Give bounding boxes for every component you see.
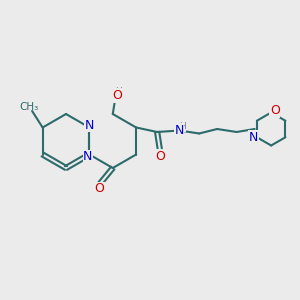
Text: N: N <box>85 118 94 132</box>
Text: CH₃: CH₃ <box>19 102 38 112</box>
Text: H: H <box>179 122 185 131</box>
Text: H: H <box>115 87 122 96</box>
Text: O: O <box>112 89 122 102</box>
Text: O: O <box>94 182 104 196</box>
Text: O: O <box>155 149 165 163</box>
Text: N: N <box>174 124 184 137</box>
Text: O: O <box>270 104 280 118</box>
Text: N: N <box>83 150 93 164</box>
Text: N: N <box>249 131 258 144</box>
